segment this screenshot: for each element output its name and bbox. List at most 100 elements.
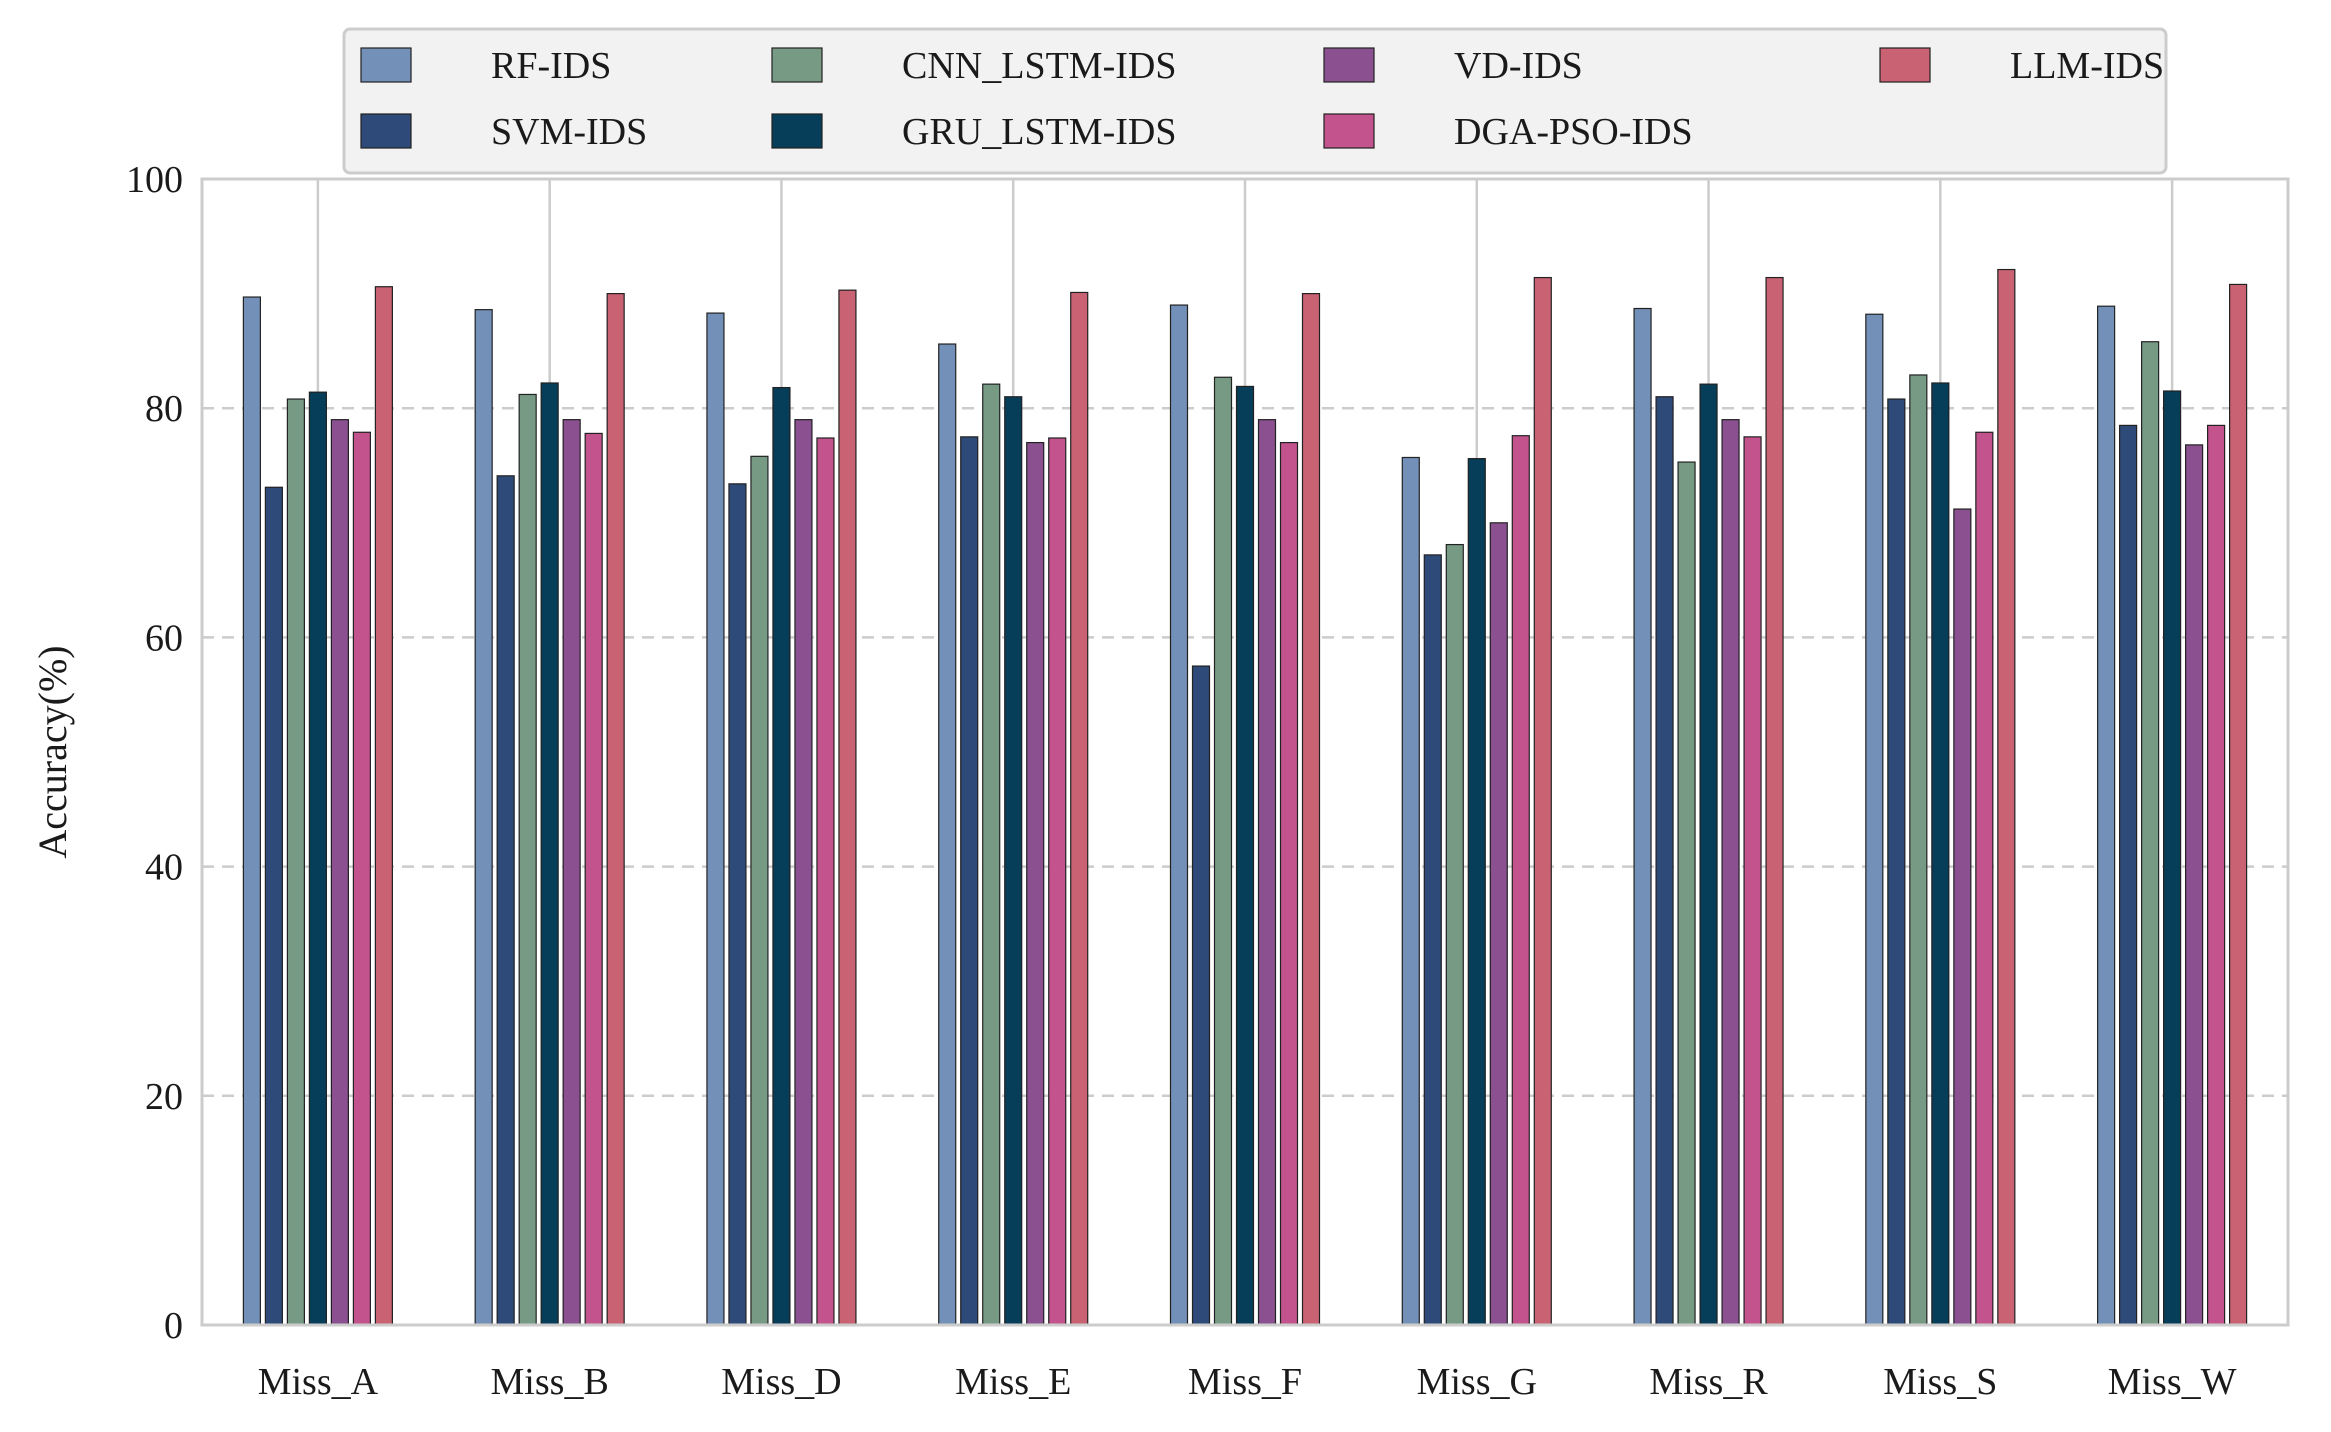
bar-dga-pso-ids-miss-g <box>1511 435 1530 1326</box>
x-tick-label: Miss_B <box>491 1361 609 1403</box>
bar-dga-pso-ids-miss-a <box>352 431 371 1326</box>
bar-llm-ids-miss-a <box>374 286 393 1326</box>
bar-llm-ids-miss-g <box>1533 276 1552 1326</box>
x-tick-label: Miss_A <box>258 1361 379 1403</box>
bar-svm-ids-miss-d <box>728 483 747 1326</box>
bar-gru-lstm-ids-miss-s <box>1931 382 1950 1326</box>
x-tick-label: Miss_F <box>1188 1361 1302 1403</box>
x-tick-label: Miss_E <box>955 1361 1071 1403</box>
legend-swatch-gru-lstm-ids <box>771 113 823 149</box>
bar-vd-ids-miss-d <box>794 419 813 1326</box>
bar-llm-ids-miss-d <box>838 289 857 1326</box>
bar-vd-ids-miss-a <box>330 419 349 1326</box>
legend-label: DGA-PSO-IDS <box>1454 111 1693 153</box>
y-tick-label: 20 <box>145 1076 183 1118</box>
legend: RF-IDS SVM-IDS CNN_LSTM-IDS GRU_LSTM-IDS VD-… <box>342 27 2168 175</box>
bar-cnn-lstm-ids-miss-d <box>750 455 769 1326</box>
bar-svm-ids-miss-r <box>1655 396 1674 1326</box>
bar-vd-ids-miss-e <box>1026 441 1045 1326</box>
bar-rf-ids-miss-f <box>1169 304 1189 1326</box>
plot-frame <box>200 177 2290 1327</box>
bar-cnn-lstm-ids-miss-a <box>286 398 305 1326</box>
legend-label: SVM-IDS <box>491 111 647 153</box>
bar-llm-ids-miss-w <box>2229 283 2248 1326</box>
legend-swatch-llm-ids <box>1879 47 1931 83</box>
bar-llm-ids-miss-b <box>606 293 625 1326</box>
legend-items: RF-IDS SVM-IDS CNN_LSTM-IDS GRU_LSTM-IDS VD-… <box>360 45 2164 153</box>
y-tick-label: 40 <box>145 847 183 889</box>
bar-rf-ids-miss-s <box>1865 313 1884 1326</box>
x-tick-label: Miss_S <box>1883 1361 1997 1403</box>
bar-rf-ids-miss-b <box>474 309 493 1326</box>
bar-vd-ids-miss-r <box>1721 419 1740 1326</box>
bar-dga-pso-ids-miss-s <box>1975 431 1994 1326</box>
bar-dga-pso-ids-miss-e <box>1048 437 1067 1326</box>
bar-svm-ids-miss-e <box>960 436 979 1326</box>
bar-llm-ids-miss-e <box>1070 291 1089 1326</box>
bar-llm-ids-miss-f <box>1301 293 1321 1326</box>
bar-cnn-lstm-ids-miss-b <box>518 393 537 1326</box>
bar-vd-ids-miss-f <box>1257 419 1277 1326</box>
bar-gru-lstm-ids-miss-r <box>1699 383 1718 1326</box>
x-tick-label: Miss_D <box>721 1361 841 1403</box>
legend-swatch-cnn-lstm-ids <box>771 47 823 83</box>
bar-vd-ids-miss-b <box>562 419 581 1326</box>
legend-label: GRU_LSTM-IDS <box>902 111 1176 153</box>
bar-gru-lstm-ids-miss-w <box>2163 390 2182 1326</box>
bar-dga-pso-ids-miss-b <box>584 432 603 1326</box>
x-tick-label: Miss_R <box>1649 1361 1768 1403</box>
bar-vd-ids-miss-s <box>1953 508 1972 1326</box>
bar-gru-lstm-ids-miss-a <box>308 391 327 1326</box>
y-tick-label: 100 <box>126 159 183 201</box>
y-tick-label: 0 <box>164 1305 183 1347</box>
bar-rf-ids-miss-d <box>706 312 725 1326</box>
bar-llm-ids-miss-s <box>1997 268 2016 1326</box>
bar-dga-pso-ids-miss-w <box>2207 424 2226 1326</box>
bar-vd-ids-miss-g <box>1489 522 1508 1326</box>
bar-rf-ids-miss-r <box>1633 307 1652 1326</box>
bar-cnn-lstm-ids-miss-w <box>2141 341 2160 1326</box>
bar-cnn-lstm-ids-miss-g <box>1445 543 1464 1326</box>
y-axis-label: Accuracy(%) <box>30 645 75 858</box>
bar-gru-lstm-ids-miss-g <box>1467 458 1486 1326</box>
bar-rf-ids-miss-w <box>2097 305 2116 1326</box>
x-tick-label: Miss_G <box>1417 1361 1537 1403</box>
legend-swatch-rf-ids <box>360 47 412 83</box>
legend-swatch-vd-ids <box>1323 47 1375 83</box>
bar-gru-lstm-ids-miss-d <box>772 386 791 1326</box>
bar-svm-ids-miss-f <box>1191 665 1211 1326</box>
bar-rf-ids-miss-a <box>242 296 261 1326</box>
x-tick-label: Miss_W <box>2108 1361 2237 1403</box>
bar-cnn-lstm-ids-miss-f <box>1213 376 1233 1326</box>
legend-label: LLM-IDS <box>2010 45 2164 87</box>
bar-gru-lstm-ids-miss-b <box>540 382 559 1326</box>
bar-cnn-lstm-ids-miss-e <box>982 383 1001 1326</box>
legend-label: VD-IDS <box>1454 45 1583 87</box>
bar-dga-pso-ids-miss-f <box>1279 441 1299 1326</box>
y-axis-ticks: 0 20 40 60 80 100 <box>126 159 183 1347</box>
bar-vd-ids-miss-w <box>2185 444 2204 1326</box>
bar-cnn-lstm-ids-miss-r <box>1677 461 1696 1326</box>
bar-svm-ids-miss-b <box>496 475 515 1326</box>
legend-label: RF-IDS <box>491 45 611 87</box>
bar-gru-lstm-ids-miss-f <box>1235 385 1255 1326</box>
bar-dga-pso-ids-miss-d <box>816 437 835 1326</box>
bar-svm-ids-miss-a <box>264 486 283 1326</box>
y-tick-label: 80 <box>145 388 183 430</box>
bar-svm-ids-miss-s <box>1887 398 1906 1326</box>
bar-gru-lstm-ids-miss-e <box>1004 396 1023 1326</box>
legend-swatch-dga-pso-ids <box>1323 113 1375 149</box>
x-axis-ticks: Miss_A Miss_B Miss_D Miss_E Miss_F Miss_G Miss… <box>258 1361 2237 1403</box>
y-tick-label: 60 <box>145 617 183 659</box>
legend-label: CNN_LSTM-IDS <box>902 45 1176 87</box>
bar-rf-ids-miss-g <box>1401 456 1420 1326</box>
bar-svm-ids-miss-w <box>2119 424 2138 1326</box>
bars <box>242 268 2248 1326</box>
bar-svm-ids-miss-g <box>1423 554 1442 1326</box>
bar-cnn-lstm-ids-miss-s <box>1909 374 1928 1326</box>
bar-rf-ids-miss-e <box>938 343 957 1326</box>
legend-swatch-svm-ids <box>360 113 412 149</box>
bar-llm-ids-miss-r <box>1765 276 1784 1326</box>
bar-dga-pso-ids-miss-r <box>1743 436 1762 1326</box>
